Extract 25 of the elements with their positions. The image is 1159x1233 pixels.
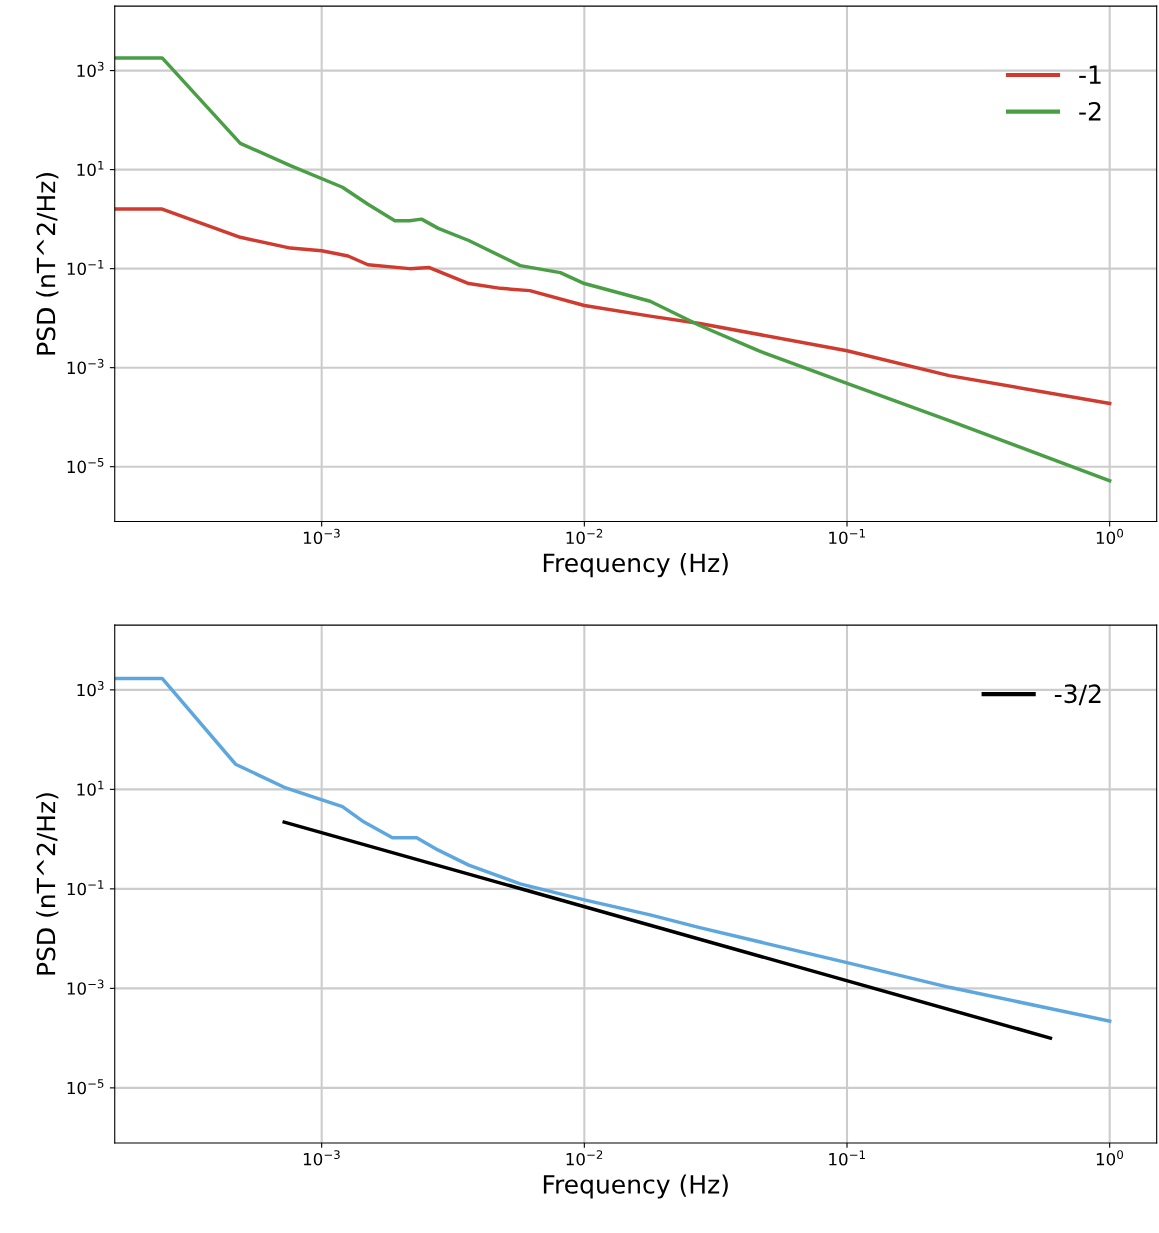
x-tick-label: 10$^{0}$ — [1096, 528, 1124, 545]
y-tick-label: 10$^{−1}$ — [67, 880, 104, 896]
legend-label: -1 — [1079, 65, 1101, 84]
x-tick-label: 10$^{−3}$ — [303, 528, 340, 545]
y-tick-label: 10$^{1}$ — [77, 780, 104, 796]
y-tick-label: 10$^{3}$ — [77, 61, 104, 78]
legend-label: -2 — [1079, 101, 1101, 121]
y-tick-label: 10$^{−5}$ — [67, 458, 104, 474]
y-tick-label: 10$^{−3}$ — [67, 979, 104, 995]
y-tick-label: 10$^{3}$ — [77, 681, 104, 697]
y-tick-label: 10$^{−5}$ — [67, 1079, 104, 1095]
y-axis-title: PSD (nT^2/Hz) — [36, 793, 59, 975]
y-tick-label: 10$^{1}$ — [77, 160, 104, 177]
x-tick-label: 10$^{−1}$ — [829, 528, 865, 545]
legend-label: -3/2 — [1054, 684, 1101, 706]
x-axis-title: Frequency (Hz) — [543, 552, 728, 578]
x-tick-label: 10$^{−1}$ — [829, 1150, 865, 1166]
x-tick-label: 10$^{−3}$ — [303, 1150, 340, 1166]
y-tick-label: 10$^{−3}$ — [67, 358, 104, 375]
x-axis-title: Frequency (Hz) — [543, 1174, 728, 1199]
x-tick-label: 10$^{0}$ — [1096, 1150, 1124, 1166]
x-tick-label: 10$^{−2}$ — [566, 528, 603, 545]
y-axis-title: PSD (nT^2/Hz) — [36, 173, 59, 355]
y-tick-label: 10$^{−1}$ — [67, 259, 104, 276]
x-tick-label: 10$^{−2}$ — [566, 1150, 603, 1166]
